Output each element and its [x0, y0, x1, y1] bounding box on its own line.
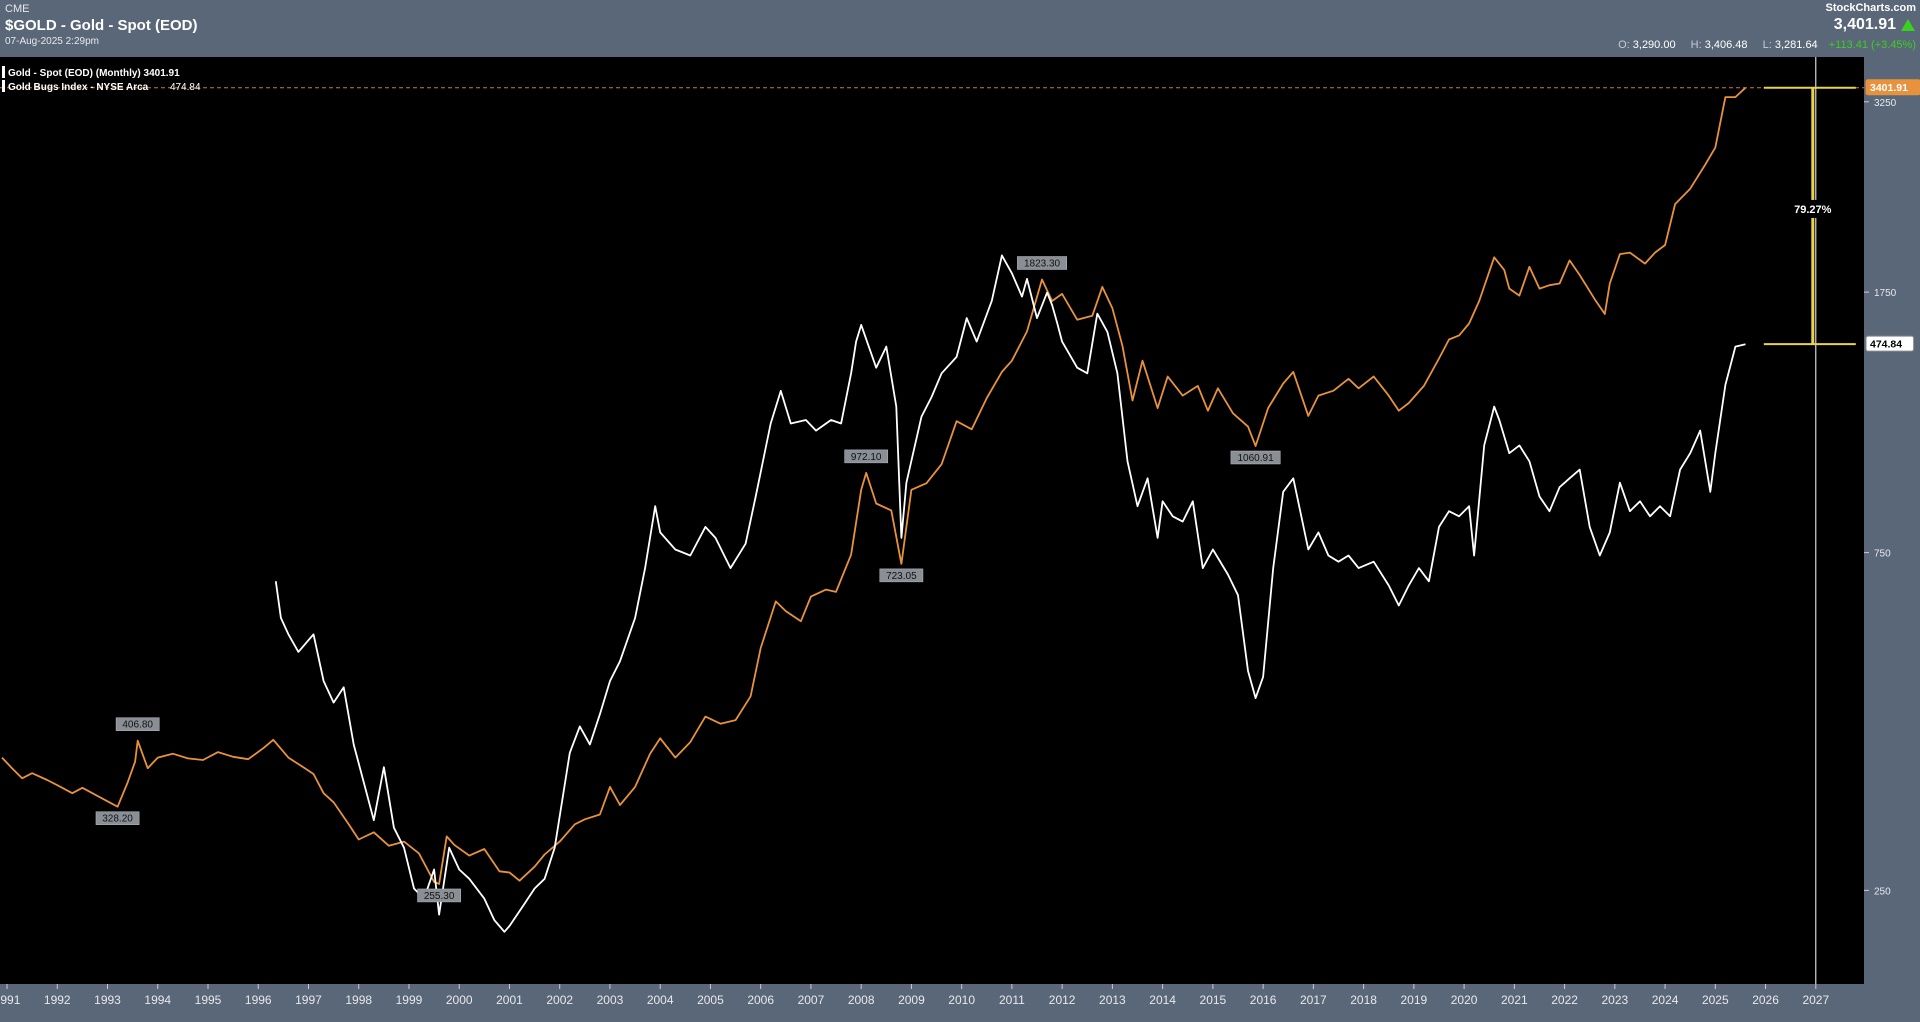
- high-value: 3,406.48: [1704, 39, 1748, 51]
- open-label: O:: [1618, 39, 1630, 51]
- x-tick-label: 2003: [597, 993, 624, 1007]
- x-tick-label: 2017: [1300, 993, 1327, 1007]
- x-tick-label: 2022: [1551, 993, 1578, 1007]
- high-label: H:: [1690, 39, 1702, 51]
- x-tick-label: 2000: [446, 993, 473, 1007]
- data-label: 1060.91: [1238, 453, 1275, 464]
- low-label: L:: [1762, 39, 1772, 51]
- y-tick-label: 250: [1874, 886, 1891, 897]
- x-tick-label: 1994: [144, 993, 171, 1007]
- x-tick-label: 2023: [1601, 993, 1628, 1007]
- legend: Gold - Spot (EOD) (Monthly) 3401.91 Gold …: [2, 66, 201, 93]
- last-value-tag-box: [1865, 335, 1915, 352]
- x-tick-label: 1998: [345, 993, 372, 1007]
- last-value-tag: 3401.91: [1870, 82, 1908, 94]
- x-tick-label: 2020: [1451, 993, 1478, 1007]
- x-tick-label: 1993: [94, 993, 121, 1007]
- x-tick-label: 2026: [1752, 993, 1779, 1007]
- ohlc-readout: O: 3,290.00 H: 3,406.48 L: 3,281.64 +113…: [1606, 39, 1916, 51]
- brand-logo[interactable]: StockCharts.com: [1825, 2, 1916, 14]
- plot-background: [0, 57, 1864, 984]
- chart-date: 07-Aug-2025 2:29pm: [5, 36, 99, 47]
- label-layer: 79.27% 406.80 328.20 255.30 972.10 723.05 1823…: [95, 79, 1920, 903]
- x-tick-label: 1999: [396, 993, 423, 1007]
- measure-label-bg: [1789, 199, 1836, 218]
- data-label-box: [95, 811, 140, 825]
- x-tick-label: 1995: [195, 993, 222, 1007]
- series-line-0: [1, 87, 1747, 885]
- x-tick-label: 2014: [1149, 993, 1176, 1007]
- data-label: 328.20: [102, 814, 133, 825]
- x-tick-label: 1997: [295, 993, 322, 1007]
- data-label-box: [844, 449, 889, 464]
- x-tick-label: 2013: [1099, 993, 1126, 1007]
- chart-title[interactable]: $GOLD - Gold - Spot (EOD): [5, 17, 198, 34]
- change-value: +113.41 (+3.45%): [1828, 39, 1916, 51]
- x-tick-label: 2006: [747, 993, 774, 1007]
- x-tick-label: 2010: [948, 993, 975, 1007]
- data-label-box: [115, 717, 160, 731]
- data-label-box: [417, 888, 461, 903]
- data-label: 406.80: [122, 720, 153, 731]
- price-chart[interactable]: 1991 1992 1993 1994 1995 1996 1997 1998 1999 2000…: [0, 57, 1920, 1022]
- legend-swatch: [2, 66, 5, 78]
- x-tick-label: 2027: [1802, 993, 1829, 1007]
- x-tick-label: 2011: [999, 993, 1025, 1007]
- measure-label: 79.27%: [1794, 204, 1832, 216]
- x-tick-label: 2012: [1049, 993, 1076, 1007]
- data-label: 255.30: [424, 891, 455, 902]
- last-price: 3,401.91: [1833, 16, 1896, 33]
- x-tick-label: 2021: [1501, 993, 1528, 1007]
- x-tick-label: 2018: [1350, 993, 1377, 1007]
- x-tick-label: 2009: [898, 993, 925, 1007]
- x-tick-label: 2008: [848, 993, 875, 1007]
- x-tick-label: 2001: [496, 993, 523, 1007]
- x-tick-label: 2005: [697, 993, 724, 1007]
- legend-swatch: [2, 80, 5, 92]
- data-label: 972.10: [851, 452, 882, 463]
- x-tick-label: 2024: [1652, 993, 1679, 1007]
- x-tick-label: 1992: [44, 993, 71, 1007]
- x-tick-label: 2002: [546, 993, 573, 1007]
- axis-layer: 1991 1992 1993 1994 1995 1996 1997 1998 1999 2000…: [0, 98, 1897, 1007]
- legend-label: Gold Bugs Index - NYSE Arca: [8, 82, 149, 93]
- data-label: 1823.30: [1024, 258, 1061, 269]
- y-tick-label: 1750: [1874, 288, 1897, 299]
- data-label: 723.05: [886, 571, 917, 582]
- last-value-tag: 474.84: [1870, 339, 1902, 351]
- x-tick-label: 2004: [647, 993, 674, 1007]
- series-line-1: [274, 254, 1746, 933]
- x-tick-label: 1996: [245, 993, 272, 1007]
- legend-value: 474.84: [170, 82, 201, 93]
- x-tick-label: 2015: [1200, 993, 1227, 1007]
- data-label-box: [1230, 450, 1281, 465]
- data-label-box: [879, 568, 924, 583]
- exchange-label: CME: [5, 3, 30, 15]
- low-value: 3,281.64: [1774, 39, 1818, 51]
- last-value-tag-box: [1865, 79, 1920, 96]
- open-value: 3,290.00: [1632, 39, 1676, 51]
- up-arrow-icon: [1901, 19, 1915, 31]
- x-tick-label: 2019: [1401, 993, 1428, 1007]
- data-label-box: [1017, 256, 1067, 270]
- y-tick-label: 750: [1874, 549, 1891, 560]
- legend-label: Gold - Spot (EOD) (Monthly) 3401.91: [8, 68, 180, 79]
- y-tick-label: 3250: [1874, 98, 1897, 109]
- chart-header: CME $GOLD - Gold - Spot (EOD) 07-Aug-202…: [0, 0, 1920, 57]
- x-tick-label: 2007: [798, 993, 825, 1007]
- x-tick-label: 2025: [1702, 993, 1729, 1007]
- x-tick-label: 2016: [1250, 993, 1277, 1007]
- x-tick-label: 1991: [0, 993, 21, 1007]
